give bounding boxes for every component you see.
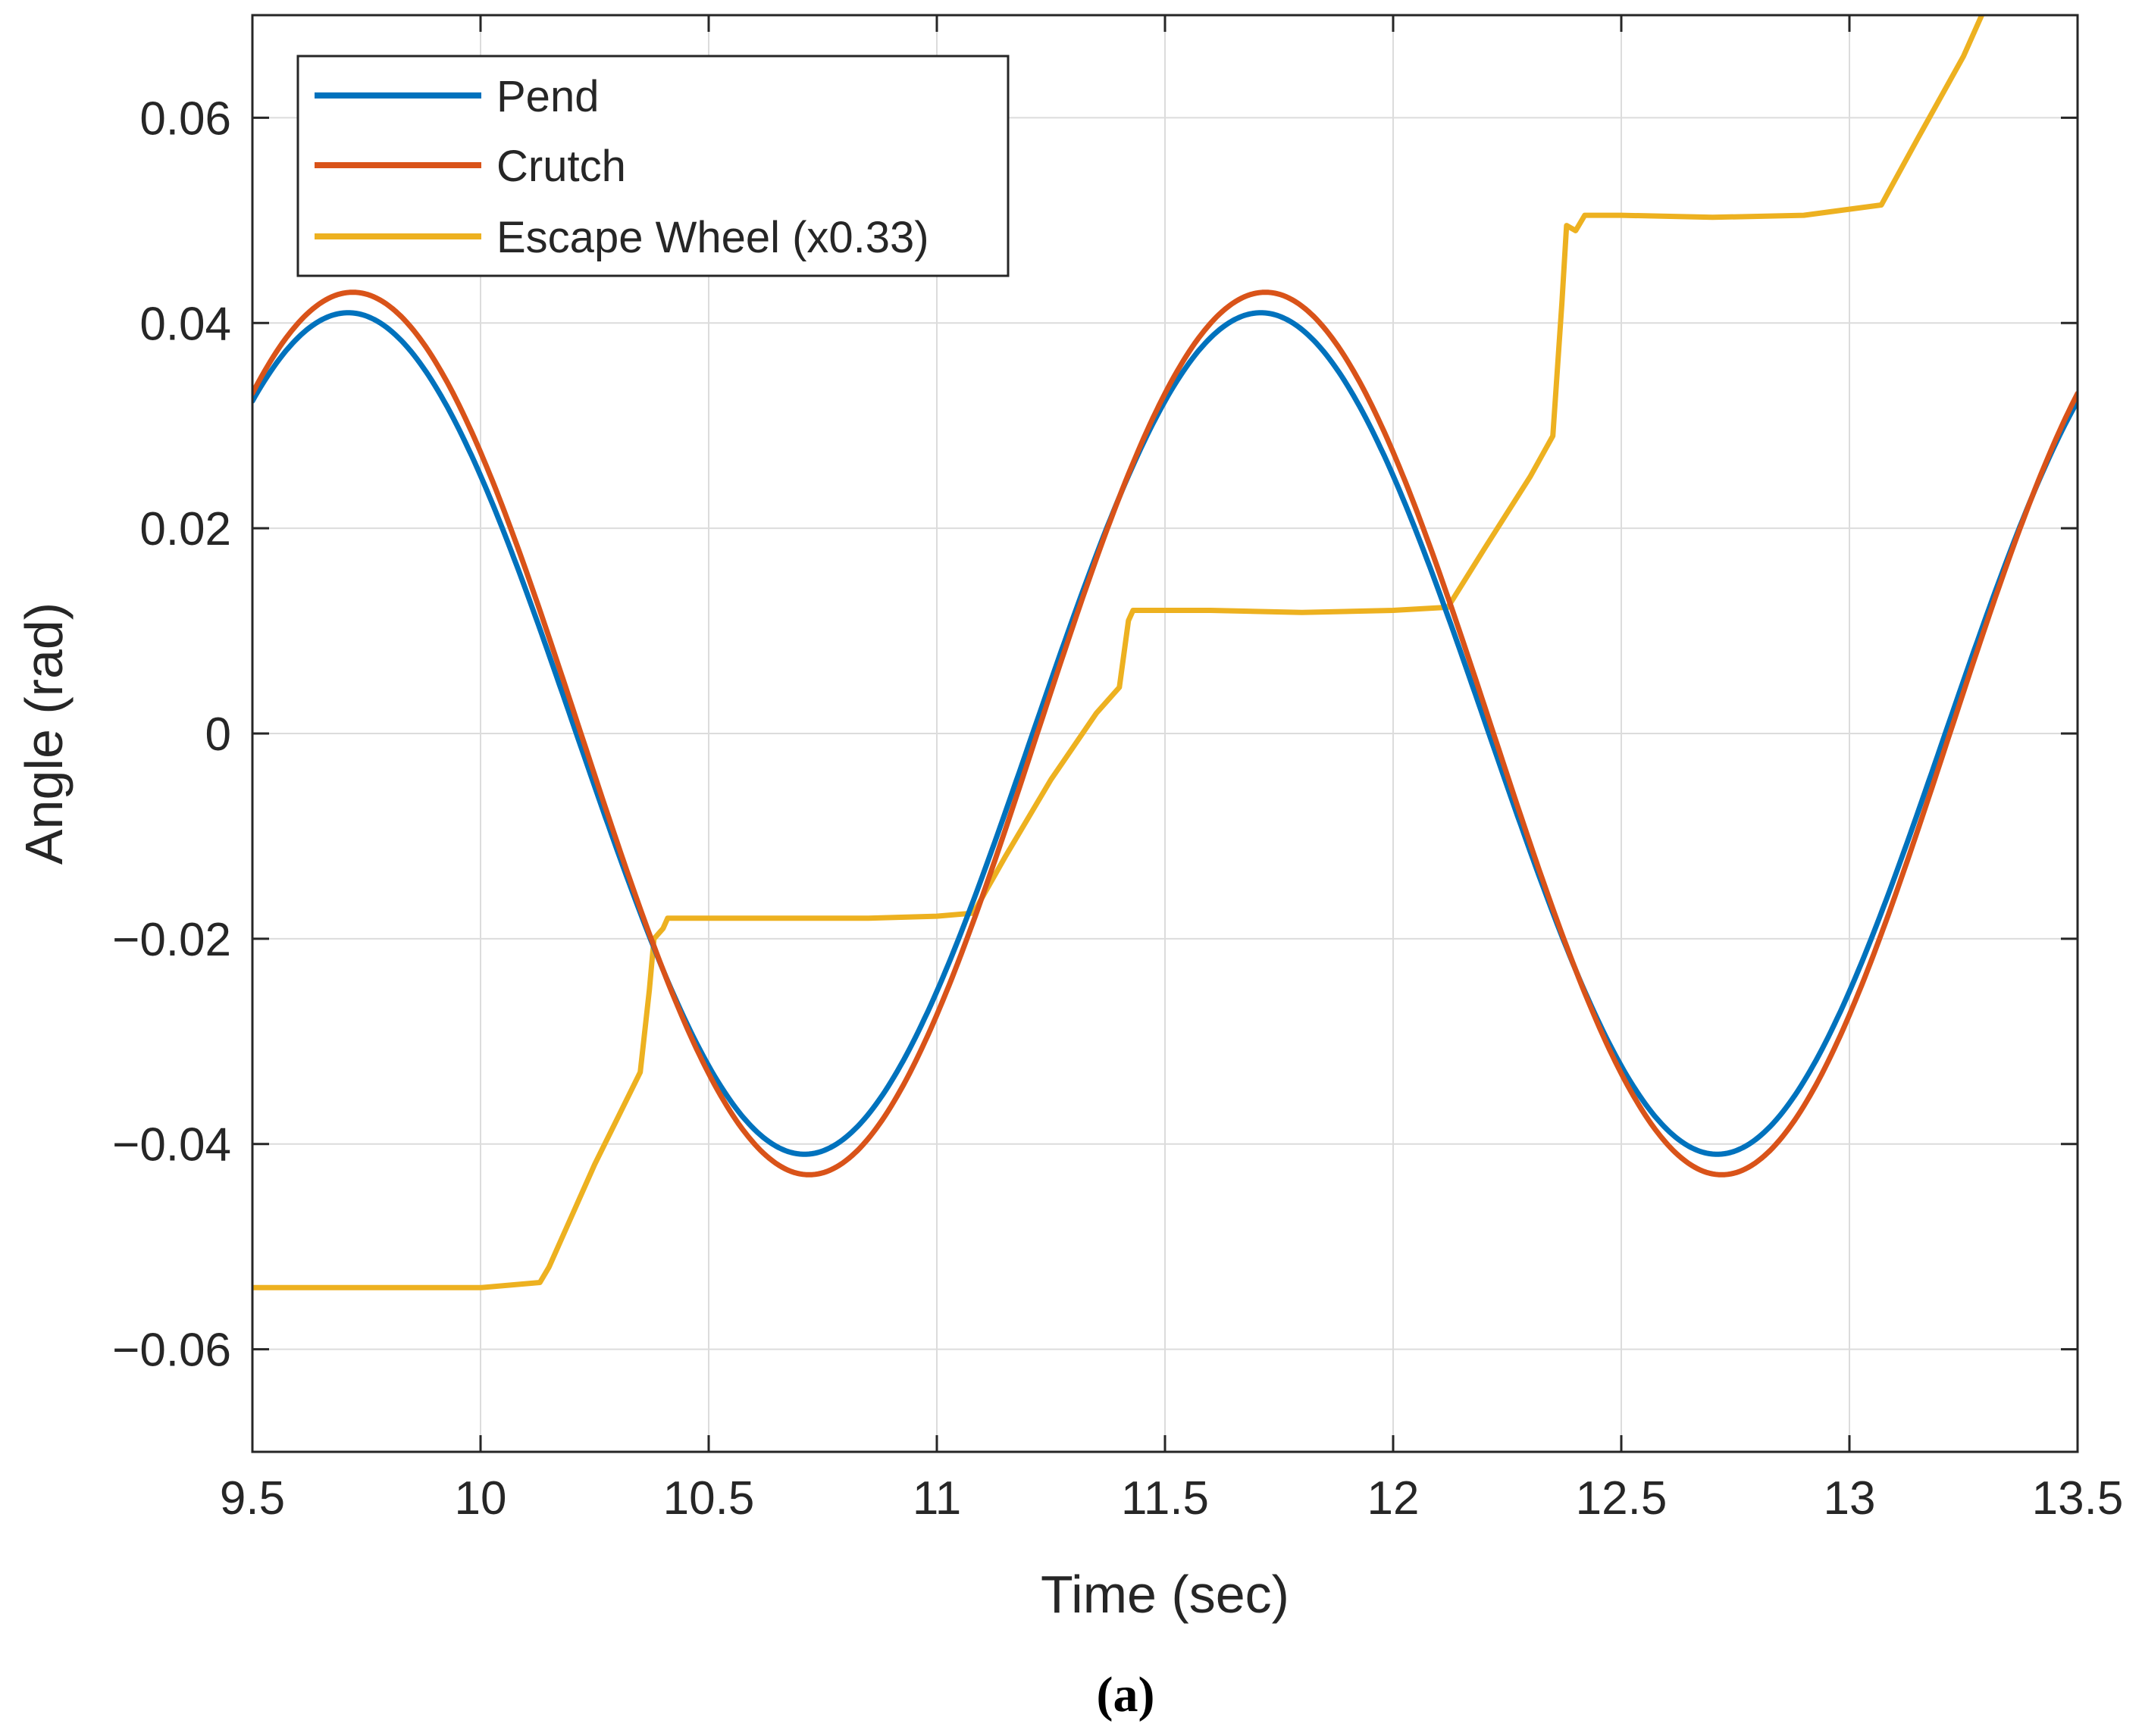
ticks <box>251 15 2079 1452</box>
figure-caption: (a) <box>1097 1667 1155 1722</box>
y-tick-label: 0.04 <box>139 298 231 350</box>
legend-label-escape-wheel: Escape Wheel (x0.33) <box>496 213 929 262</box>
series-line-crutch <box>252 289 2078 1178</box>
legend-label-crutch: Crutch <box>496 142 626 191</box>
y-tick-label: 0.06 <box>139 92 231 145</box>
x-tick-label: 13 <box>1824 1472 1876 1525</box>
y-tick-labels: −0.06 −0.04 −0.02 0 0.02 0.04 0.06 <box>112 92 231 1376</box>
series-line-pend <box>252 310 2078 1157</box>
x-tick-label: 13.5 <box>2032 1472 2124 1525</box>
series-line-escape-wheel-x0-33 <box>252 15 1985 1290</box>
x-tick-label: 12 <box>1367 1472 1420 1525</box>
x-tick-label: 10.5 <box>663 1472 755 1525</box>
y-tick-label: −0.06 <box>112 1325 231 1377</box>
x-tick-label: 11.5 <box>1121 1472 1209 1525</box>
y-axis-title: Angle (rad) <box>14 602 74 865</box>
x-tick-label: 12.5 <box>1576 1472 1668 1525</box>
series-layer <box>252 15 2078 1290</box>
x-tick-label: 10 <box>455 1472 507 1525</box>
x-axis-title: Time (sec) <box>1041 1565 1289 1624</box>
x-tick-labels: 9.5 10 10.5 11 11.5 12 12.5 13 13.5 <box>220 1472 2123 1525</box>
x-tick-label: 11 <box>913 1472 961 1525</box>
y-tick-label: −0.02 <box>112 914 231 966</box>
y-tick-label: 0.02 <box>139 503 231 555</box>
y-tick-label: −0.04 <box>112 1119 231 1171</box>
legend: Pend Crutch Escape Wheel (x0.33) <box>296 55 1010 277</box>
x-tick-label: 9.5 <box>220 1472 285 1525</box>
legend-label-pend: Pend <box>496 72 599 121</box>
y-tick-label: 0 <box>205 708 231 761</box>
